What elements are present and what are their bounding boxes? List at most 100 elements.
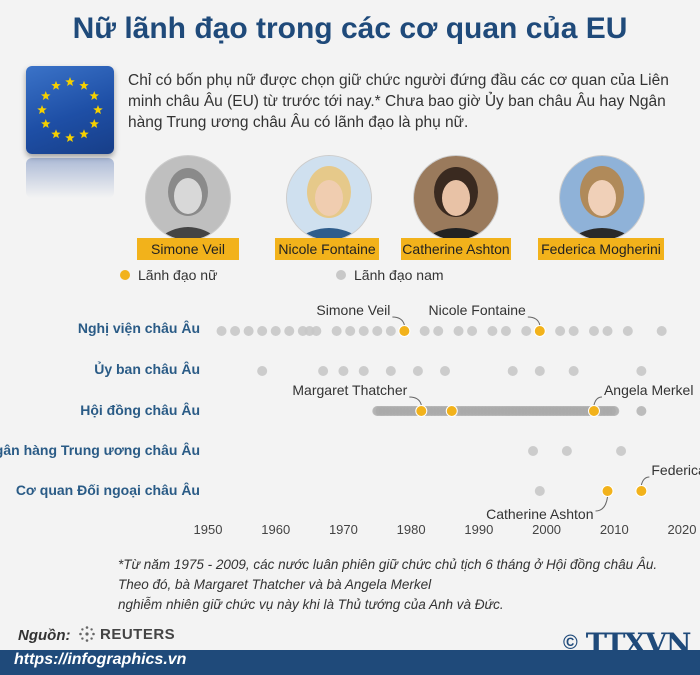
footnote-line-1: *Từ năm 1975 - 2009, các nước luân phiên… [118,557,658,572]
male-leader-dot [257,326,268,336]
reuters-icon [79,626,95,642]
male-leader-dot [568,366,579,376]
male-leader-dot [609,406,620,416]
female-leader-dot [587,405,600,417]
male-leader-dot [358,326,369,336]
portrait-federica-mogherini [560,156,644,240]
male-leader-dot [270,326,281,336]
male-leader-dot [534,486,545,496]
page-title: Nữ lãnh đạo trong các cơ quan của EU [72,12,628,45]
eu-flag-icon [26,66,114,154]
name-tag-simone-veil: Simone Veil [137,238,239,260]
male-leader-dot [467,326,478,336]
annotation-label: Nicole Fontaine [429,302,526,318]
row-label-parliament: Nghị viện châu Âu [77,320,200,336]
x-tick-label: 2000 [532,522,561,537]
x-tick-label: 1970 [329,522,358,537]
male-leader-dot [561,446,572,456]
row-label-commission: Ủy ban châu Âu [94,361,200,377]
reuters-logo: REUTERS [78,625,175,643]
flag-star [41,119,51,129]
annotation-leader [595,496,609,512]
x-tick-label: 1950 [194,522,223,537]
male-leader-dot [602,326,613,336]
male-leader-dot [433,326,444,336]
male-leader-dot [453,326,464,336]
x-tick-label: 1980 [397,522,426,537]
male-leader-dot [358,366,369,376]
male-leader-dot [440,366,450,376]
flag-star [37,105,47,115]
male-leader-dot [656,326,667,336]
flag-star [65,77,75,87]
legend-female-dot [120,270,130,280]
female-leader-dot [601,485,614,497]
x-tick-label: 1960 [261,522,290,537]
female-leader-dot [533,325,546,337]
row-label-central-bank: Ngân hàng Trung ương châu Âu [0,442,200,458]
male-leader-dot [318,366,329,376]
annotation-leader [527,316,541,326]
male-leader-dot [507,366,518,376]
flag-star [89,119,99,129]
male-leader-dot [521,326,532,336]
row-label-council: Hội đồng châu Âu [80,402,200,418]
portrait-nicole-fontaine [287,156,371,240]
male-leader-dot [385,326,396,336]
male-leader-dot [372,326,383,336]
x-tick-label: 2010 [600,522,629,537]
annotation-leader [409,396,422,406]
male-leader-dot [636,366,647,376]
male-leader-dot [419,326,430,336]
flag-star [93,105,103,115]
footnote-line-3: nghiễm nhiên giữ chức vụ này khi là Thủ … [118,597,504,612]
male-leader-dot [331,326,342,336]
intro-text: Chỉ có bốn phụ nữ được chọn giữ chức ngư… [128,72,669,131]
name-tag-federica-mogherini: Federica Mogherini [538,238,664,260]
source-label: Nguồn: [18,627,71,644]
female-leader-dot [415,405,428,417]
male-leader-dot [216,326,227,336]
annotation-leader [593,396,603,406]
portrait-simone-veil [146,156,230,240]
flag-star [51,80,61,90]
copyright-icon: © [563,632,578,654]
flag-star [41,91,51,101]
male-leader-dot [528,446,539,456]
annotation-label: Margaret Thatcher [292,382,407,398]
male-leader-dot [534,366,545,376]
male-leader-dot [345,326,356,336]
annotation-label: Simone Veil [316,302,390,318]
male-leader-dot [243,326,254,336]
male-leader-dot [622,326,633,336]
footnote: *Từ năm 1975 - 2009, các nước luân phiên… [118,555,688,615]
male-leader-dot [487,326,498,336]
legend-male-label: Lãnh đạo nam [354,267,444,283]
flag-star [79,80,89,90]
male-leader-dot [338,366,349,376]
male-leader-dot [500,326,511,336]
male-leader-dot [412,366,423,376]
flag-star [79,129,89,139]
male-leader-dot [568,326,579,336]
male-leader-dot [257,366,268,376]
reuters-name: REUTERS [100,625,176,643]
annotation-leader [392,316,405,326]
male-leader-dot [555,326,566,336]
male-leader-dot [284,326,295,336]
portrait-catherine-ashton [414,156,498,240]
footnote-line-2: Theo đó, bà Margaret Thatcher và bà Ange… [118,577,432,592]
x-tick-label: 2020 [668,522,697,537]
row-label-external-action: Cơ quan Đối ngoại châu Âu [15,482,200,498]
female-leader-dot [398,325,411,337]
x-tick-label: 1990 [464,522,493,537]
footer-url[interactable]: https://infographics.vn [14,651,187,668]
footer-bar [0,650,700,675]
female-leader-dot [635,485,648,497]
name-tag-nicole-fontaine: Nicole Fontaine [275,238,379,260]
legend-male: Lãnh đạo nam [336,267,444,283]
female-leader-dot [445,405,458,417]
male-leader-dot [616,446,627,456]
flag-star [65,133,75,143]
flag-star [51,129,61,139]
